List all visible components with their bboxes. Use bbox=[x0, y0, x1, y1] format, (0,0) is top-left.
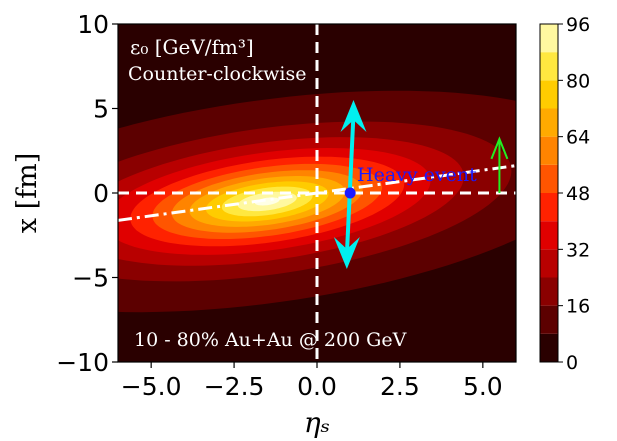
heavy-event-point bbox=[344, 187, 356, 199]
y-tick-label: 0 bbox=[93, 179, 109, 208]
x-tick-label: 0.0 bbox=[297, 372, 337, 401]
rotation-label: Counter-clockwise bbox=[128, 63, 306, 85]
colorbar-band bbox=[540, 52, 558, 81]
colorbar-band bbox=[540, 108, 558, 137]
colorbar-tick-label: 48 bbox=[566, 183, 590, 205]
x-axis: −5.0 −2.5 0.0 2.5 5.0 bbox=[121, 362, 503, 401]
colorbar-tick-label: 32 bbox=[566, 239, 590, 261]
colorbar-band bbox=[540, 277, 558, 306]
colorbar-band bbox=[540, 249, 558, 278]
colorbar-band bbox=[540, 164, 558, 193]
colorbar-tick-label: 0 bbox=[566, 352, 578, 374]
energy-density-label: ε₀ [GeV/fm³] bbox=[130, 35, 254, 59]
colorbar-tick-label: 16 bbox=[566, 296, 590, 318]
x-tick-label: 5.0 bbox=[463, 372, 503, 401]
x-tick-label: −2.5 bbox=[204, 372, 265, 401]
rotation-arrow-shaft bbox=[344, 113, 356, 256]
colorbar-band bbox=[540, 24, 558, 53]
y-tick-label: 10 bbox=[77, 10, 109, 39]
colorbar-tick-label: 80 bbox=[566, 70, 590, 92]
y-tick-label: 5 bbox=[93, 95, 109, 124]
y-axis-label: x [fm] bbox=[12, 153, 43, 233]
rotation-arrow-head bbox=[333, 237, 360, 270]
tilt-arrow-head bbox=[490, 136, 509, 160]
collision-label: 10 - 80% Au+Au @ 200 GeV bbox=[134, 329, 407, 351]
x-tick-label: −5.0 bbox=[121, 372, 182, 401]
x-axis-label: ηₛ bbox=[304, 406, 330, 439]
rotation-arrow-head bbox=[340, 100, 367, 133]
colorbar-band bbox=[540, 193, 558, 222]
colorbar-band bbox=[540, 136, 558, 165]
y-axis: 10 5 0 −5 −10 bbox=[56, 10, 118, 377]
colorbar-band bbox=[540, 80, 558, 109]
colorbar-band bbox=[540, 333, 558, 362]
y-tick-label: −10 bbox=[56, 348, 109, 377]
tilt-line bbox=[118, 164, 516, 222]
y-tick-label: −5 bbox=[72, 264, 109, 293]
colorbar-band bbox=[540, 221, 558, 250]
colorbar-tick-label: 64 bbox=[566, 127, 590, 149]
colorbar: 96 80 64 48 32 16 0 bbox=[539, 14, 590, 374]
colorbar-tick-label: 96 bbox=[566, 14, 590, 36]
x-tick-label: 2.5 bbox=[380, 372, 420, 401]
colorbar-band bbox=[540, 305, 558, 334]
overlays bbox=[118, 24, 516, 362]
energy-density-contours bbox=[118, 90, 516, 313]
heavy-event-label: Heavy event bbox=[357, 164, 477, 186]
